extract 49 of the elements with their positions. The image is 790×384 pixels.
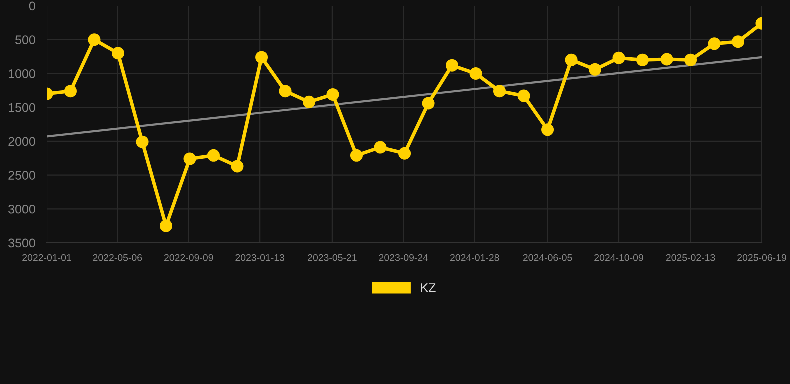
point — [303, 96, 316, 108]
x-tick-label: 2023-01-13 — [236, 254, 285, 262]
x-tick-label: 2025-02-13 — [666, 254, 716, 262]
x-tick-label: 2023-09-24 — [379, 254, 428, 262]
y-tick-label: 2000 — [8, 137, 36, 146]
point — [565, 54, 578, 66]
point — [374, 141, 387, 154]
point — [518, 90, 530, 102]
y-tick-label: 1500 — [9, 103, 36, 112]
point — [326, 88, 340, 101]
point — [398, 147, 412, 160]
point — [684, 54, 698, 66]
x-tick-label: 2024-06-05 — [523, 254, 572, 262]
point — [708, 38, 721, 50]
x-tick-label: 2025-06-19 — [738, 254, 786, 262]
point — [88, 34, 101, 46]
point — [422, 97, 435, 110]
x-tick-label: 2024-10-09 — [594, 254, 644, 262]
x-tick-label: 2022-01-01 — [22, 254, 72, 262]
y-tick-label: 1000 — [9, 70, 36, 78]
point — [231, 160, 244, 173]
point — [160, 220, 173, 232]
point — [207, 149, 220, 162]
legend-label: KZ — [421, 284, 436, 292]
point — [64, 85, 77, 98]
point — [112, 47, 124, 60]
point — [589, 63, 602, 76]
point — [136, 136, 149, 148]
point — [470, 67, 482, 80]
y-tick-label: 2500 — [8, 171, 36, 180]
point — [660, 53, 674, 66]
y-tick-label: 0 — [29, 2, 36, 11]
x-tick-label: 2023-05-21 — [308, 254, 357, 262]
point — [542, 124, 554, 136]
point — [636, 54, 649, 66]
point — [446, 59, 459, 72]
point — [350, 149, 363, 162]
point — [493, 85, 506, 98]
point — [732, 36, 745, 48]
point — [612, 52, 626, 64]
x-tick-label: 2022-09-09 — [164, 254, 214, 262]
y-tick-label: 3500 — [8, 238, 36, 248]
y-tick-label: 500 — [16, 36, 36, 45]
x-tick-label: 2024-01-28 — [450, 254, 500, 262]
point — [279, 85, 292, 98]
y-tick-label: 3000 — [8, 204, 36, 214]
point — [256, 51, 268, 64]
x-tick-label: 2022-05-06 — [93, 254, 142, 262]
point — [184, 152, 196, 166]
